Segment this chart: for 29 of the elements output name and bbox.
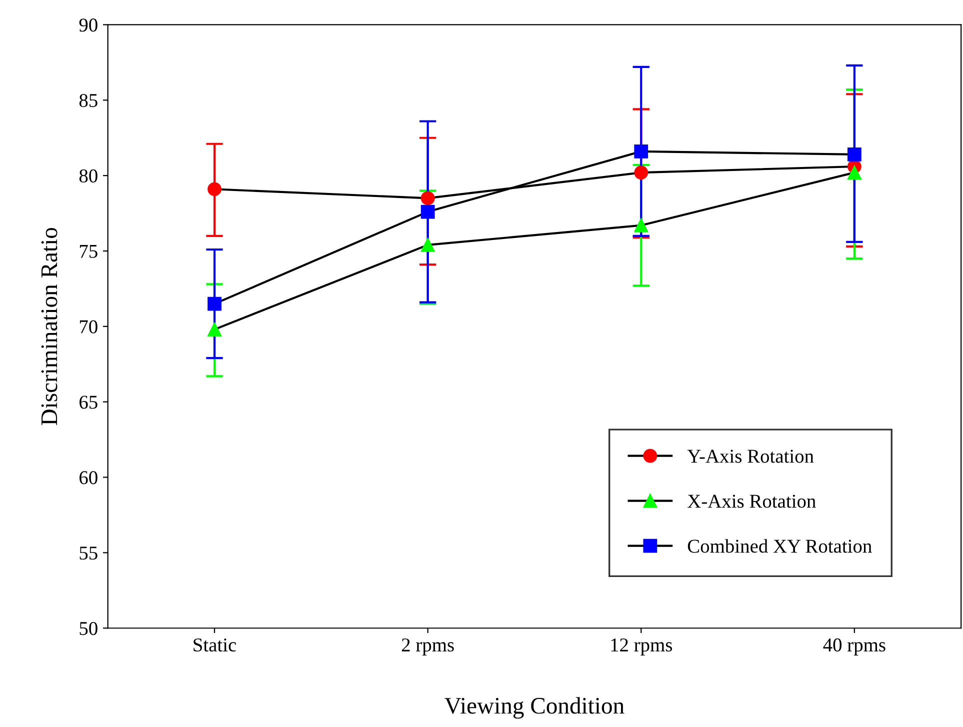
point — [634, 218, 648, 232]
point — [420, 238, 435, 252]
y-tick-label: 50 — [80, 622, 98, 636]
y-tick-label: 65 — [80, 396, 98, 409]
y-tick-label: 80 — [79, 169, 98, 183]
point — [847, 166, 862, 180]
y-tick-label: 70 — [80, 320, 98, 334]
x-tick-label: 2 rpms — [402, 638, 454, 656]
point — [420, 191, 435, 206]
point — [208, 296, 222, 311]
legend-label: Y-Axis Rotation — [687, 450, 814, 463]
point — [208, 182, 222, 196]
point — [420, 204, 435, 219]
point — [208, 322, 222, 336]
y-tick-label: 55 — [80, 546, 98, 560]
y-tick-label: 85 — [79, 94, 98, 108]
x-tick-label: 40 rpms — [823, 638, 886, 656]
legend-label: X-Axis Rotation — [688, 494, 816, 508]
point — [847, 148, 862, 162]
y-tick-label: 60 — [80, 471, 98, 484]
point — [634, 166, 648, 180]
point — [634, 144, 648, 158]
y-axis-title: Discrimination Ratio — [41, 228, 58, 426]
y-tick-label: 75 — [80, 245, 98, 258]
x-tick-label: Static — [194, 638, 236, 652]
legend-label: Combined XY Rotation — [688, 539, 872, 553]
y-tick-label: 90 — [79, 18, 98, 32]
x-axis-title: Viewing Condition — [444, 697, 624, 719]
x-tick-label: 12 rpms — [611, 638, 672, 656]
